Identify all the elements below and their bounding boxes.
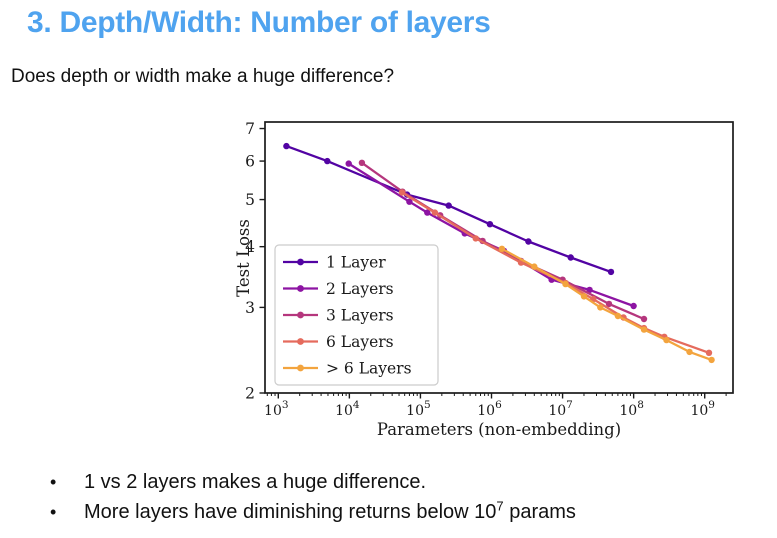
x-tick-label: 104 — [335, 399, 360, 419]
y-axis-label: Test Loss — [234, 219, 253, 297]
data-point-marker — [525, 238, 532, 245]
bullet-item: • 1 vs 2 layers makes a huge difference. — [50, 471, 576, 494]
data-point-marker — [562, 280, 569, 288]
subtitle: Does depth or width make a huge differen… — [11, 66, 395, 87]
data-point-marker — [580, 293, 588, 300]
x-tick-label: 108 — [619, 399, 644, 419]
data-point-marker — [597, 304, 604, 311]
x-tick-label: 105 — [406, 399, 431, 419]
data-point-marker — [640, 315, 648, 323]
data-point-marker — [398, 189, 406, 196]
y-tick-label: 7 — [245, 120, 255, 138]
legend-label: 1 Layer — [326, 254, 386, 272]
series-4-line — [498, 245, 715, 364]
legend-marker — [297, 258, 304, 266]
bullet-dot: • — [50, 472, 57, 492]
data-point-marker — [708, 356, 715, 364]
bullet-item: • More layers have diminishing returns b… — [50, 498, 576, 524]
data-point-marker — [345, 160, 352, 167]
y-tick-label: 4 — [245, 238, 255, 256]
bullet-list: • 1 vs 2 layers makes a huge difference.… — [50, 471, 576, 531]
x-tick-label: 106 — [477, 399, 502, 419]
legend-box — [274, 244, 439, 386]
bullet-text: 1 vs 2 layers makes a huge difference. — [84, 471, 427, 493]
legend-marker — [297, 311, 304, 319]
data-point-marker — [431, 209, 439, 216]
data-point-marker — [498, 245, 506, 252]
data-point-marker — [531, 263, 538, 270]
legend-marker — [297, 338, 304, 345]
y-tick-label: 6 — [245, 153, 255, 171]
legend-label: > 6 Layers — [326, 360, 412, 378]
series-path — [400, 191, 711, 354]
data-point-marker — [567, 254, 574, 261]
data-point-marker — [472, 235, 479, 242]
x-axis-label: Parameters (non-embedding) — [377, 420, 621, 439]
data-point-marker — [614, 312, 622, 320]
data-point-marker — [630, 302, 637, 310]
legend-marker — [297, 364, 304, 372]
data-point-marker — [324, 157, 331, 165]
x-axis: 103 104 105 106 107 108 109 Parameters (non-emb… — [264, 393, 727, 439]
data-point-marker — [663, 336, 670, 344]
x-tick-label: 107 — [548, 399, 573, 419]
y-tick-label: 2 — [245, 385, 255, 403]
plot-frame — [264, 121, 734, 394]
legend-marker — [297, 285, 304, 292]
legend-label: 3 Layers — [326, 307, 394, 325]
x-tick-label: 109 — [690, 399, 715, 419]
bullet-dot: • — [50, 502, 57, 522]
legend-label: 6 Layers — [326, 333, 394, 351]
series-path — [500, 247, 713, 362]
y-tick-label: 5 — [245, 191, 255, 209]
series-path — [285, 144, 613, 274]
data-point-marker — [486, 221, 494, 228]
data-point-marker — [607, 268, 615, 276]
legend: 1 Layer 2 Layers 3 Layers 6 Layers > 6 Layer… — [274, 244, 439, 386]
chart-canvas: 103 104 105 106 107 108 109 Parameters (non-emb… — [234, 120, 734, 439]
data-point-marker — [424, 209, 431, 216]
data-point-marker — [586, 286, 593, 294]
data-point-marker — [605, 300, 613, 308]
series-3-line — [398, 189, 713, 356]
y-tick-label: 3 — [245, 299, 255, 317]
x-tick-label: 103 — [264, 399, 289, 419]
data-point-marker — [406, 198, 413, 205]
page-title: 3. Depth/Width: Number of layers — [27, 6, 491, 39]
legend-label: 2 Layers — [326, 280, 394, 298]
data-point-marker — [705, 349, 713, 356]
loss-vs-parameters-chart: 103 104 105 106 107 108 109 Parameters (non-emb… — [232, 108, 752, 456]
data-point-marker — [445, 202, 452, 209]
bullet-text: More layers have diminishing returns bel… — [84, 498, 576, 523]
y-axis: 2 3 4 5 6 7 Test Loss — [234, 120, 265, 403]
data-point-marker — [640, 326, 648, 333]
data-point-marker — [283, 142, 290, 150]
data-point-marker — [686, 348, 693, 356]
data-point-marker — [358, 159, 366, 166]
